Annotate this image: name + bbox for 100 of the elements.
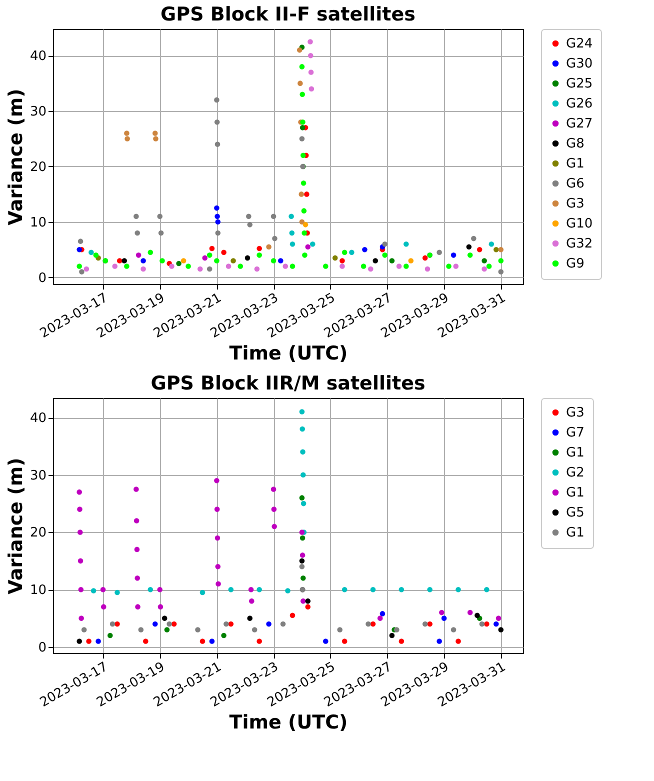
point (214, 119, 220, 125)
point (247, 616, 253, 621)
point (467, 610, 473, 616)
point (299, 558, 305, 564)
point (305, 598, 311, 604)
point (496, 616, 502, 621)
point (76, 264, 82, 269)
point (100, 586, 106, 592)
point (148, 250, 154, 256)
point (122, 258, 127, 264)
point (300, 575, 306, 581)
point (148, 586, 154, 592)
y-tick-label: 20 (30, 160, 46, 175)
point (290, 241, 296, 247)
point (215, 219, 221, 225)
point (398, 586, 404, 592)
point (256, 586, 262, 592)
point (298, 192, 304, 197)
point (349, 250, 354, 256)
point (256, 246, 262, 252)
chart-title: GPS Block II-F satellites (160, 4, 416, 26)
legend-label: G30 (566, 56, 593, 72)
point (214, 142, 220, 147)
point (300, 92, 306, 98)
point (299, 219, 305, 225)
point (436, 250, 442, 256)
point (78, 586, 84, 592)
point (476, 246, 482, 252)
point (214, 478, 220, 484)
point (342, 638, 348, 644)
point (256, 252, 262, 258)
point (143, 638, 148, 644)
point (298, 80, 303, 86)
point (228, 586, 234, 592)
point (272, 524, 277, 530)
point (300, 180, 306, 186)
point (456, 638, 461, 644)
point (436, 638, 442, 644)
point (450, 627, 456, 632)
point (90, 588, 96, 594)
point (124, 136, 130, 142)
point (169, 264, 174, 269)
point (280, 621, 286, 627)
point (368, 266, 374, 272)
point (256, 638, 262, 644)
point (289, 230, 295, 236)
point (214, 97, 220, 103)
legend-label: G6 (566, 176, 584, 192)
legend-label: G7 (566, 426, 584, 440)
point (498, 246, 504, 252)
point (323, 264, 328, 269)
point (456, 586, 461, 592)
point (301, 208, 307, 214)
point (471, 236, 476, 242)
point (453, 264, 459, 269)
point (382, 252, 388, 258)
point (308, 52, 314, 58)
point (162, 616, 168, 621)
x-axis-title: Time (UTC) (229, 712, 348, 734)
point (488, 241, 494, 247)
point (424, 266, 430, 272)
point (157, 586, 163, 592)
point (288, 214, 294, 220)
point (382, 241, 388, 247)
point (494, 246, 499, 252)
point (230, 258, 236, 264)
point (467, 252, 473, 258)
y-tick-label: 40 (30, 49, 46, 64)
point (136, 252, 142, 258)
point (299, 564, 305, 570)
y-tick-label: 0 (38, 270, 46, 286)
point (337, 627, 342, 632)
point (299, 64, 305, 70)
point (450, 252, 456, 258)
point (214, 205, 220, 211)
point (248, 586, 254, 592)
point (362, 246, 368, 252)
point (76, 489, 82, 495)
point (394, 627, 400, 632)
point (498, 258, 504, 264)
point (404, 264, 409, 269)
point (270, 486, 276, 492)
point (252, 627, 258, 632)
point (200, 590, 206, 596)
point (446, 264, 452, 269)
point (157, 214, 163, 220)
point (396, 264, 402, 269)
point (482, 266, 487, 272)
point (152, 621, 158, 627)
legend-label: G8 (566, 136, 584, 152)
legend-label: G1 (566, 446, 584, 460)
y-axis-title: Variance (m) (4, 458, 27, 594)
point (247, 222, 253, 228)
point (377, 616, 383, 621)
point (372, 258, 378, 264)
point (140, 258, 146, 264)
point (214, 506, 220, 512)
y-axis-title: Variance (m) (4, 88, 27, 226)
point (77, 530, 83, 535)
point (300, 500, 306, 506)
